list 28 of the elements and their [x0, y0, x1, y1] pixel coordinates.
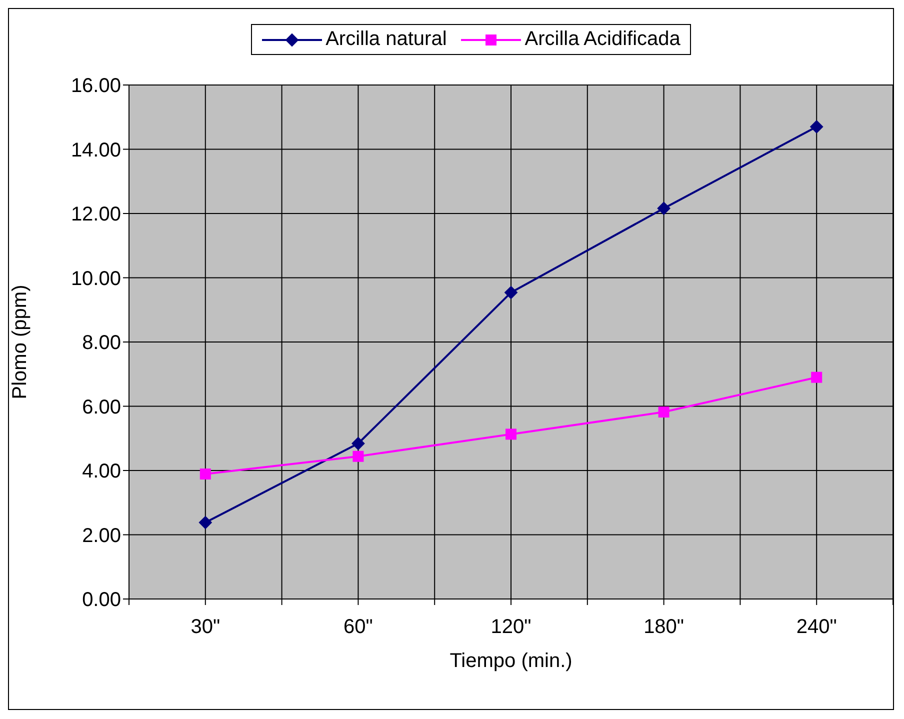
legend-label: Arcilla Acidificada: [524, 28, 680, 51]
y-axis-title: Plomo (ppm): [9, 284, 32, 400]
point: [810, 120, 824, 134]
y-tick-label: 16.00: [70, 75, 121, 98]
point: [504, 286, 518, 300]
y-tick-label: 10.00: [70, 268, 121, 290]
point: [352, 450, 364, 462]
y-tick-label: 2.00: [82, 524, 121, 547]
point: [657, 202, 670, 215]
point: [506, 428, 516, 440]
legend-label: Arcilla natural: [324, 28, 447, 51]
x-tick-label: 30": [190, 616, 220, 638]
point: [352, 437, 365, 450]
x-tick-label: 180": [644, 616, 684, 638]
x-axis-title: Tiempo (min.): [450, 650, 572, 672]
y-tick-label: 4.00: [82, 460, 121, 483]
point: [658, 406, 670, 418]
x-tick-label: 120": [490, 616, 532, 638]
y-tick-label: 14.00: [70, 139, 121, 162]
point: [200, 468, 211, 480]
y-tick-label: 6.00: [82, 396, 121, 418]
y-tick-label: 12.00: [70, 204, 121, 226]
x-tick-label: 60": [344, 616, 373, 638]
x-tick-label: 240": [796, 616, 837, 638]
y-tick-label: 0.00: [82, 589, 121, 612]
point: [198, 516, 212, 530]
point: [811, 372, 822, 383]
y-tick-label: 8.00: [82, 332, 121, 354]
